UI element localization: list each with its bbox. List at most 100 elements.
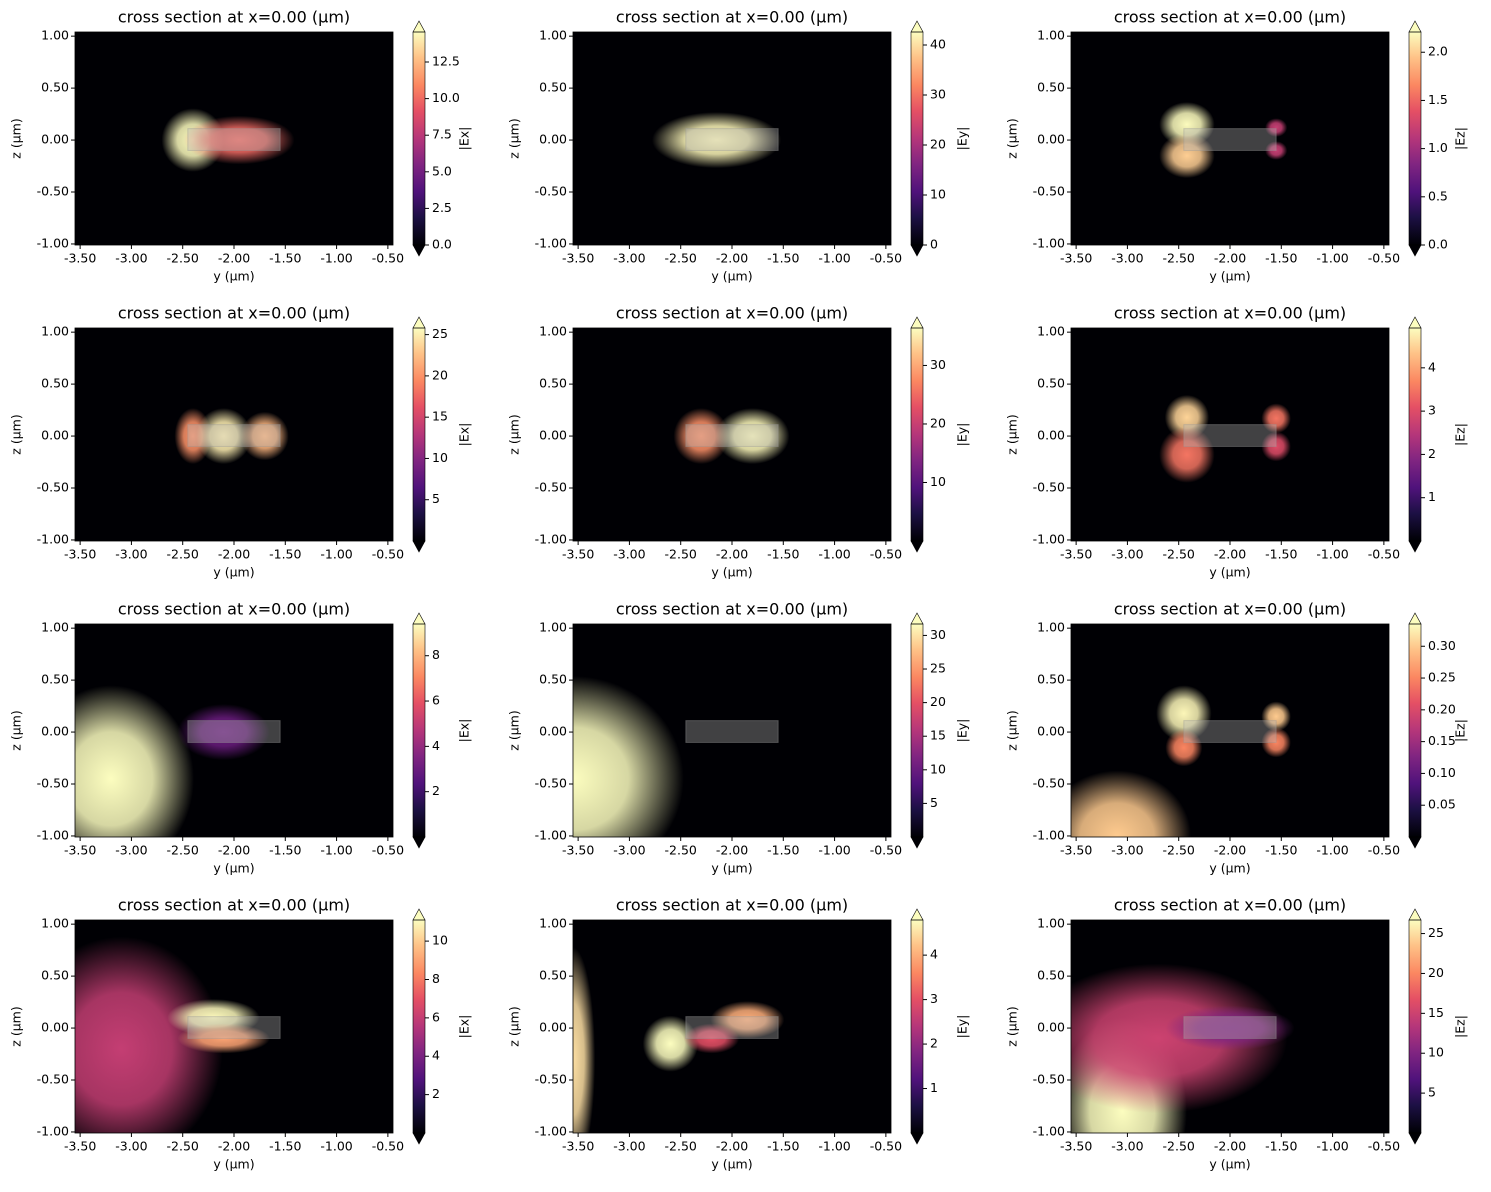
colorbar-label: |Ez|: [1453, 127, 1468, 150]
colorbar-tick-label: 20: [432, 367, 448, 382]
x-tick-label: -1.50: [269, 843, 301, 858]
chart-title: cross section at x=0.00 (µm): [1114, 8, 1346, 27]
y-axis-label: z (µm): [1005, 1006, 1020, 1046]
colorbar-tick-label: 10: [432, 933, 448, 948]
colorbar-tick-label: 15: [930, 728, 946, 743]
colorbar-tick-label: 2: [1428, 446, 1436, 461]
chart-title: cross section at x=0.00 (µm): [1114, 896, 1346, 915]
panel: cross section at x=0.00 (µm) -3.50 -3.00 -2…: [9, 8, 472, 284]
y-tick-label: -0.50: [37, 776, 69, 791]
colorbar-label: |Ey|: [955, 1015, 970, 1039]
colorbar-tick-label: 5: [930, 795, 938, 810]
y-tick-label: 0.50: [1037, 80, 1065, 95]
y-tick-label: -0.50: [535, 184, 567, 199]
colorbar: [413, 32, 425, 245]
y-tick-label: 1.00: [41, 324, 69, 339]
colorbar-tick-label: 8: [432, 971, 440, 986]
x-tick-label: -1.00: [1316, 1139, 1348, 1154]
y-axis-label: z (µm): [507, 710, 522, 750]
field-hotspot: [177, 704, 270, 761]
x-tick-label: -2.50: [1163, 843, 1195, 858]
y-tick-label: -1.00: [37, 1123, 69, 1138]
chart-title: cross section at x=0.00 (µm): [118, 304, 350, 323]
colorbar-frame: [412, 623, 426, 838]
y-tick-label: -1.00: [535, 827, 567, 842]
y-tick-label: 0.00: [41, 724, 69, 739]
x-tick-label: -3.00: [115, 547, 147, 562]
x-tick-label: -3.50: [64, 547, 96, 562]
y-tick-label: 0.50: [41, 672, 69, 687]
colorbar: [1409, 328, 1421, 541]
field: [1159, 394, 1291, 483]
chart-title: cross section at x=0.00 (µm): [616, 896, 848, 915]
colorbar-frame: [1408, 623, 1422, 838]
field-hotspot: [1265, 118, 1288, 137]
colorbar: [911, 32, 923, 245]
colorbar-tick-label: 25: [930, 661, 946, 676]
colorbar-tick-label: 2: [432, 783, 440, 798]
x-tick-label: -0.50: [372, 1139, 404, 1154]
colorbar-label: |Ez|: [1453, 719, 1468, 742]
colorbar-tick-label: 25: [1428, 925, 1444, 940]
y-tick-label: 1.00: [539, 620, 567, 635]
colorbar: [413, 920, 425, 1133]
colorbar-frame: [1408, 31, 1422, 246]
colorbar-tick-label: 10: [930, 187, 946, 202]
field-hotspot: [1261, 431, 1291, 462]
waveguide: [1183, 128, 1277, 151]
x-tick-label: -2.50: [1163, 251, 1195, 266]
x-axis-label: y (µm): [711, 1157, 752, 1172]
colorbar-tick-label: 40: [930, 37, 946, 52]
field-hotspot: [573, 947, 596, 1133]
y-axis-label: z (µm): [9, 710, 24, 750]
x-tick-label: -3.00: [1111, 251, 1143, 266]
x-axis-label: y (µm): [711, 269, 752, 284]
y-tick-label: 1.00: [539, 324, 567, 339]
y-axis-label: z (µm): [1005, 710, 1020, 750]
field-hotspot: [1159, 426, 1215, 483]
colorbar-label: |Ez|: [1453, 423, 1468, 446]
y-tick-label: 1.00: [41, 28, 69, 43]
panel: cross section at x=0.00 (µm) -3.50 -3.00 -2…: [1005, 304, 1468, 580]
field: [75, 685, 281, 837]
y-tick-label: 1.00: [1037, 620, 1065, 635]
colorbar-tick-label: 20: [930, 415, 946, 430]
x-tick-label: -3.00: [613, 251, 645, 266]
field-hotspot: [1261, 403, 1291, 434]
colorbar-tick-label: 4: [432, 1048, 440, 1063]
y-tick-label: -1.00: [535, 235, 567, 250]
colorbar-tick-label: 15: [1428, 1005, 1444, 1020]
y-tick-label: 1.00: [539, 916, 567, 931]
colorbar-tick-label: 5.0: [432, 163, 452, 178]
colorbar-frame: [1408, 327, 1422, 542]
y-tick-label: -1.00: [1033, 235, 1065, 250]
x-tick-label: -0.50: [372, 251, 404, 266]
chart-title: cross section at x=0.00 (µm): [1114, 600, 1346, 619]
colorbar-tick-label: 12.5: [432, 54, 460, 69]
y-axis-label: z (µm): [9, 1006, 24, 1046]
x-axis-label: y (µm): [711, 861, 752, 876]
panel: cross section at x=0.00 (µm) -3.50 -3.00 -2…: [507, 600, 970, 876]
x-tick-label: -1.50: [269, 547, 301, 562]
colorbar-tick-label: 20: [1428, 965, 1444, 980]
plot-area: [1071, 328, 1389, 541]
colorbar-tick-label: 30: [930, 627, 946, 642]
panel: cross section at x=0.00 (µm) -3.50 -3.00 -2…: [507, 304, 970, 580]
field-hotspot: [1071, 770, 1191, 837]
colorbar-tick-label: 0.05: [1428, 797, 1456, 812]
field-hotspot: [683, 1023, 740, 1054]
panel: cross section at x=0.00 (µm) -3.50 -3.00 -2…: [9, 304, 472, 580]
waveguide: [187, 424, 281, 447]
y-tick-label: 0.50: [41, 968, 69, 983]
x-tick-label: -1.00: [320, 547, 352, 562]
x-tick-label: -3.50: [1060, 843, 1092, 858]
x-tick-label: -2.50: [665, 547, 697, 562]
y-tick-label: 0.50: [539, 968, 567, 983]
y-tick-label: 1.00: [1037, 916, 1065, 931]
y-tick-label: -0.50: [37, 480, 69, 495]
colorbar-tick-label: 10: [930, 761, 946, 776]
y-tick-label: -1.00: [37, 827, 69, 842]
colorbar-tick-label: 0.5: [1428, 188, 1448, 203]
y-tick-label: -1.00: [37, 235, 69, 250]
x-tick-label: -1.00: [1316, 843, 1348, 858]
